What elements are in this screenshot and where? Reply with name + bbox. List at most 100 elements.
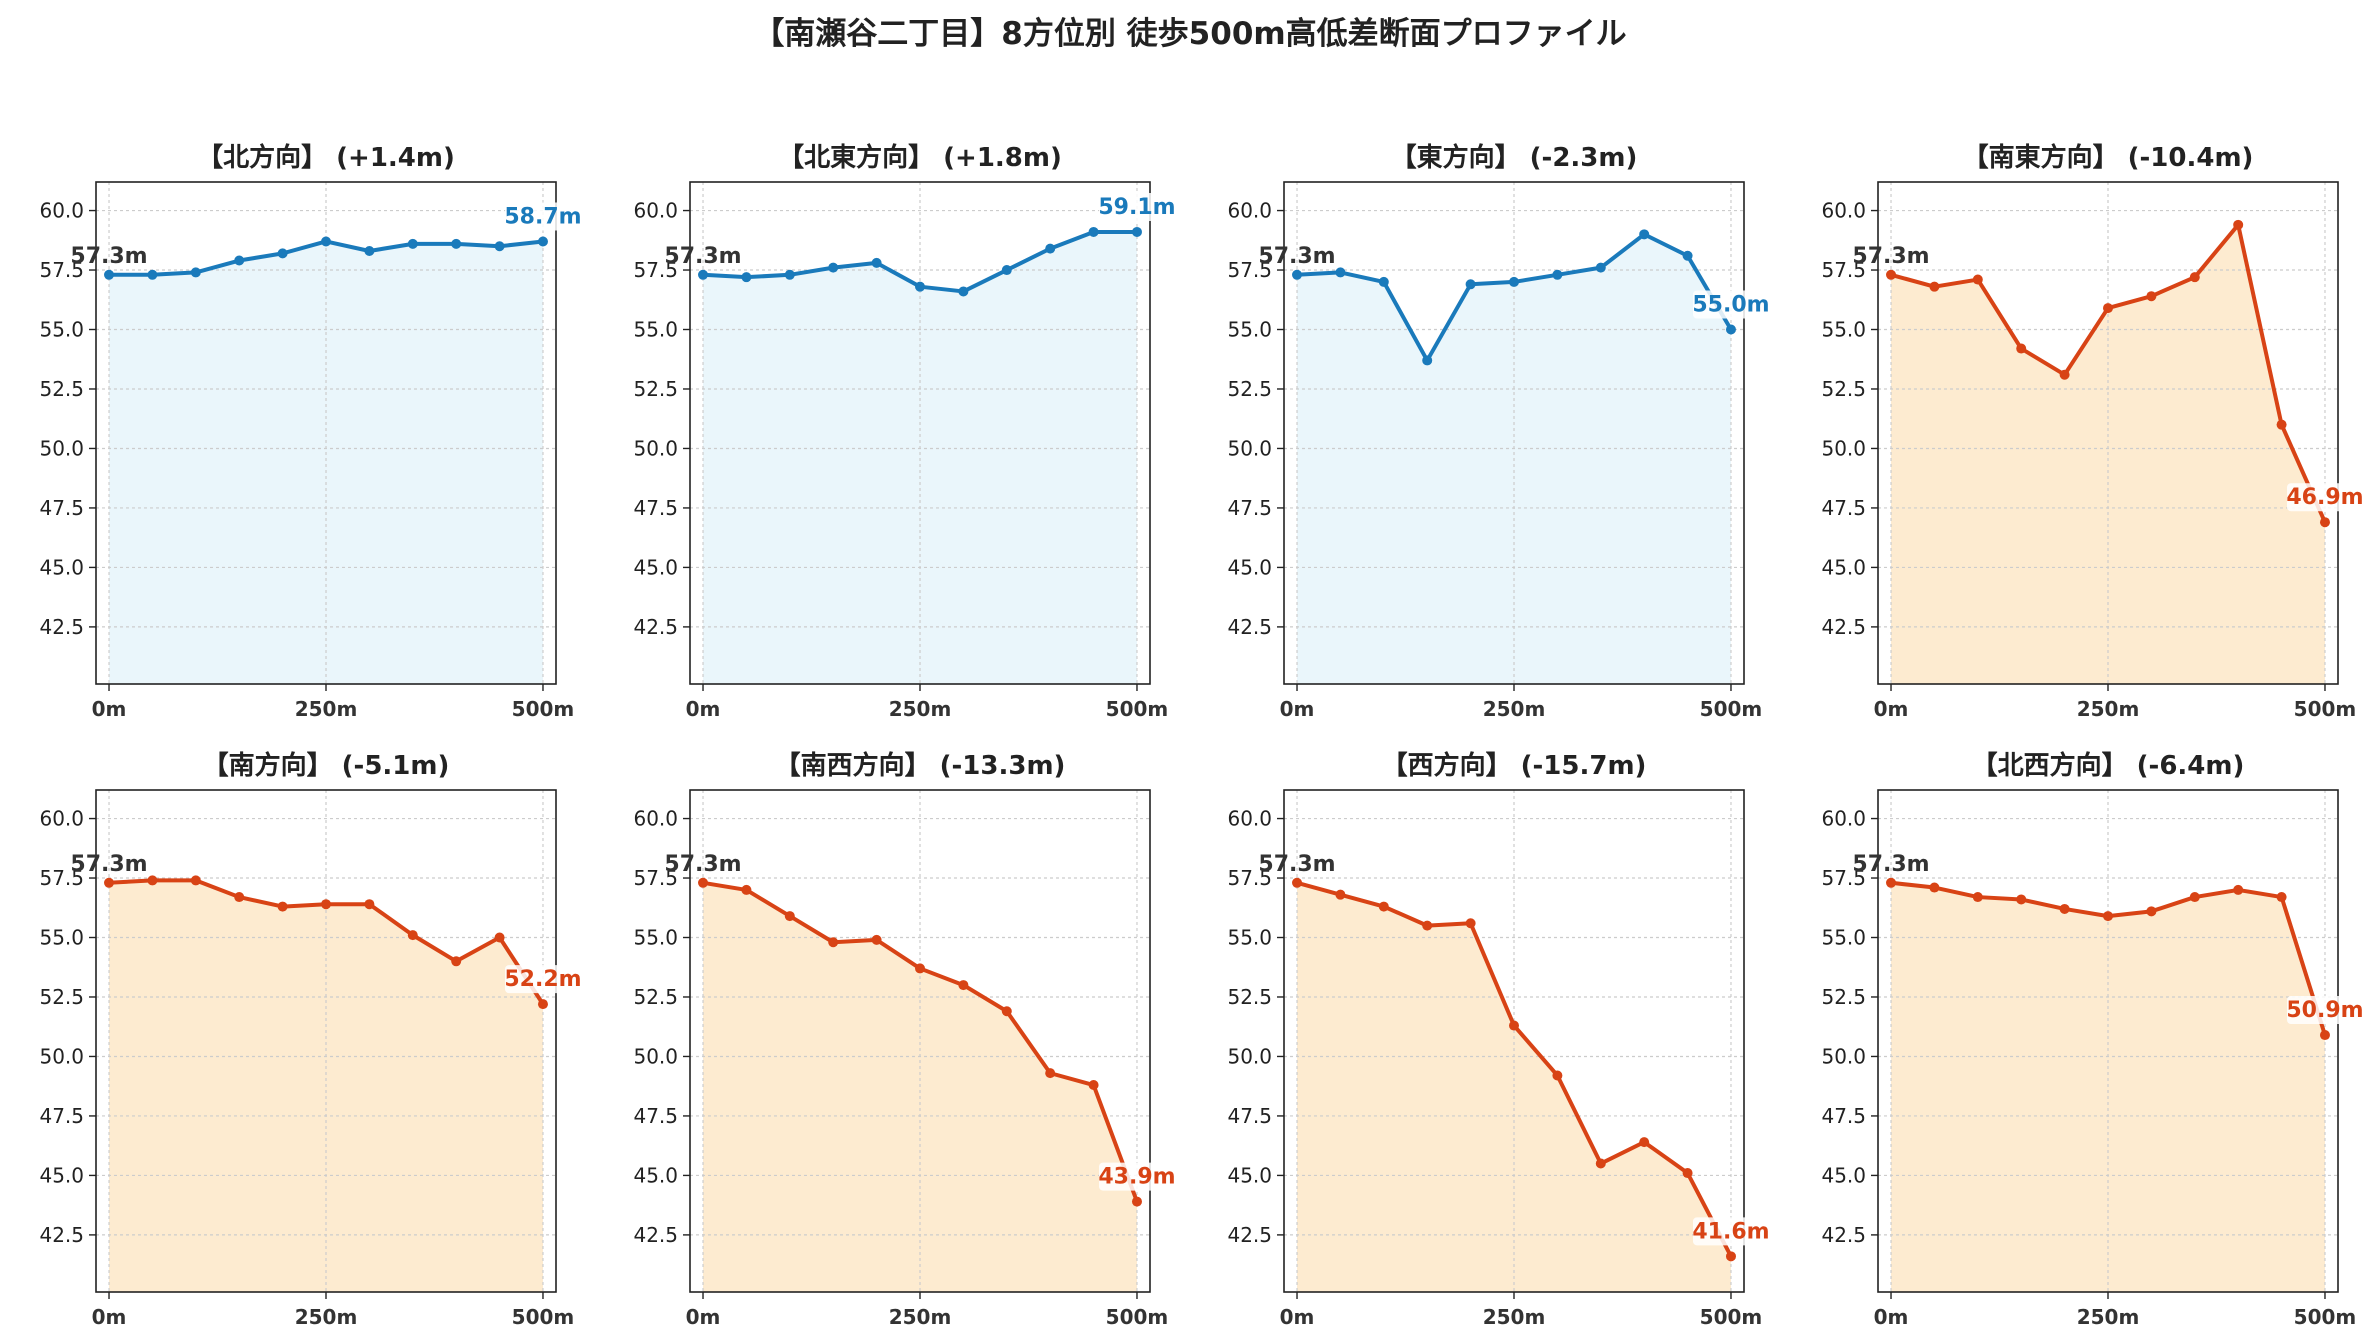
- x-tick-label: 250m: [889, 697, 952, 721]
- data-point: [321, 236, 331, 247]
- data-point: [1465, 918, 1476, 929]
- y-tick-label: 47.5: [39, 1104, 84, 1128]
- data-point: [407, 238, 418, 249]
- y-tick-label: 57.5: [39, 258, 84, 282]
- start-elevation-label: 57.3m: [70, 244, 147, 269]
- data-point: [1292, 877, 1303, 888]
- start-elevation-label: 57.3m: [1852, 244, 1929, 269]
- x-tick-label: 0m: [686, 1305, 721, 1329]
- elevation-panel: 【北西方向】 (-6.4m) 60.0 57.5 55.0 52.5 50.0 47.5 45…: [1821, 750, 2363, 1329]
- x-tick-label: 500m: [512, 697, 575, 721]
- end-label-box: [1098, 1162, 1175, 1191]
- x-tick-label: 250m: [295, 1305, 358, 1329]
- data-point: [1045, 243, 1056, 254]
- data-point: [321, 899, 331, 910]
- data-point: [958, 286, 969, 297]
- y-tick-label: 60.0: [1821, 807, 1866, 831]
- y-tick-label: 60.0: [633, 199, 678, 223]
- elevation-panel: 【東方向】 (-2.3m) 60.0 57.5 55.0 52.5 50.0 47.5 45.…: [1227, 142, 1769, 721]
- data-point: [537, 999, 548, 1010]
- data-point: [1001, 1006, 1012, 1017]
- x-tick-label: 0m: [92, 697, 127, 721]
- y-tick-label: 45.0: [633, 1163, 678, 1187]
- y-tick-label: 50.0: [1821, 436, 1866, 460]
- y-tick-label: 42.5: [1227, 1223, 1272, 1247]
- y-tick-label: 52.5: [633, 377, 678, 401]
- elevation-area: [703, 882, 1137, 1292]
- y-tick-label: 42.5: [1821, 1223, 1866, 1247]
- data-point: [2146, 291, 2157, 302]
- y-tick-label: 42.5: [39, 615, 84, 639]
- x-tick-label: 500m: [1700, 697, 1763, 721]
- data-point: [2103, 911, 2113, 922]
- data-point: [1972, 274, 1983, 285]
- y-tick-label: 57.5: [1821, 866, 1866, 890]
- panel-title: 【東方向】 (-2.3m): [1391, 142, 1638, 173]
- data-point: [784, 911, 795, 922]
- data-point: [364, 245, 375, 256]
- y-tick-label: 55.0: [1821, 926, 1866, 950]
- x-tick-label: 500m: [512, 1305, 575, 1329]
- data-point: [2189, 892, 2200, 903]
- y-tick-label: 50.0: [39, 436, 84, 460]
- data-point: [451, 956, 462, 967]
- y-tick-label: 47.5: [39, 496, 84, 520]
- data-point: [190, 267, 201, 278]
- data-point: [1886, 269, 1897, 280]
- data-point: [277, 248, 288, 259]
- y-tick-label: 55.0: [1227, 318, 1272, 342]
- data-point: [1509, 276, 1519, 287]
- data-point: [104, 269, 115, 280]
- end-label-box: [2286, 483, 2363, 512]
- end-label-box: [1692, 290, 1769, 319]
- y-tick-label: 42.5: [633, 615, 678, 639]
- panel-title: 【南東方向】 (-10.4m): [1963, 142, 2254, 173]
- x-tick-label: 250m: [889, 1305, 952, 1329]
- y-tick-label: 60.0: [1227, 199, 1272, 223]
- data-point: [1886, 877, 1897, 888]
- y-tick-label: 47.5: [1227, 1104, 1272, 1128]
- data-point: [1131, 226, 1142, 237]
- elevation-panel: 【北東方向】 (+1.8m) 60.0 57.5 55.0 52.5 50.0 47.5 45…: [633, 142, 1175, 721]
- x-tick-label: 0m: [92, 1305, 127, 1329]
- y-tick-label: 52.5: [39, 377, 84, 401]
- start-elevation-label: 57.3m: [664, 852, 741, 877]
- y-tick-label: 52.5: [1227, 377, 1272, 401]
- data-point: [828, 937, 839, 948]
- elevation-area: [1891, 882, 2325, 1292]
- y-tick-label: 60.0: [1821, 199, 1866, 223]
- y-tick-label: 47.5: [633, 1104, 678, 1128]
- y-tick-label: 50.0: [1821, 1044, 1866, 1068]
- end-elevation-label: 52.2m: [504, 967, 581, 992]
- data-point: [1378, 276, 1389, 287]
- elevation-panel: 【南方向】 (-5.1m) 60.0 57.5 55.0 52.5 50.0 47.5 45.…: [39, 750, 581, 1329]
- y-tick-label: 52.5: [1227, 985, 1272, 1009]
- y-tick-label: 45.0: [633, 555, 678, 579]
- end-elevation-label: 46.9m: [2286, 485, 2363, 510]
- y-tick-label: 50.0: [1227, 1044, 1272, 1068]
- y-tick-label: 57.5: [633, 866, 678, 890]
- x-tick-label: 0m: [1280, 697, 1315, 721]
- panel-title: 【北東方向】 (+1.8m): [778, 142, 1062, 173]
- data-point: [2016, 894, 2027, 905]
- y-tick-label: 47.5: [1821, 496, 1866, 520]
- elevation-area: [703, 231, 1137, 684]
- elevation-panel: 【北方向】 (+1.4m) 60.0 57.5 55.0 52.5 50.0 47.5 45.…: [39, 142, 581, 721]
- data-point: [2319, 1030, 2330, 1041]
- data-point: [915, 281, 925, 292]
- data-point: [104, 877, 115, 888]
- data-point: [234, 892, 245, 903]
- panel-title: 【南方向】 (-5.1m): [203, 750, 450, 781]
- y-tick-label: 52.5: [1821, 377, 1866, 401]
- y-tick-label: 60.0: [39, 807, 84, 831]
- data-point: [1639, 229, 1650, 240]
- start-elevation-label: 57.3m: [1852, 852, 1929, 877]
- end-elevation-label: 43.9m: [1098, 1165, 1175, 1190]
- x-tick-label: 500m: [1700, 1305, 1763, 1329]
- y-tick-label: 47.5: [1821, 1104, 1866, 1128]
- data-point: [190, 875, 201, 886]
- y-tick-label: 57.5: [1821, 258, 1866, 282]
- data-point: [1509, 1020, 1519, 1031]
- end-elevation-label: 55.0m: [1692, 293, 1769, 318]
